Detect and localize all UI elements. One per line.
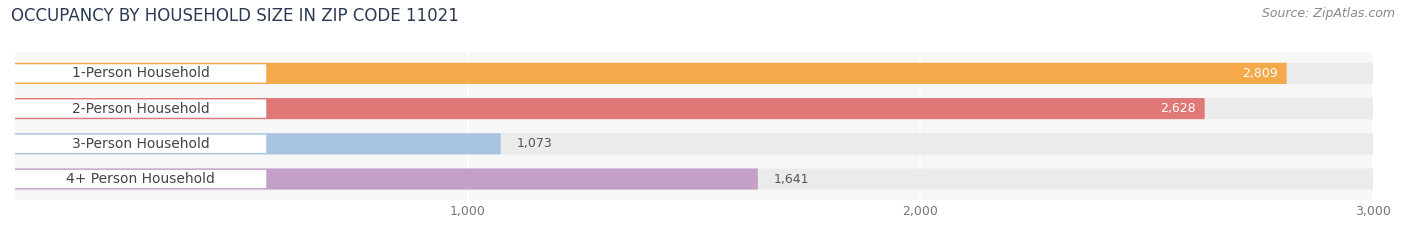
- FancyBboxPatch shape: [15, 168, 758, 190]
- FancyBboxPatch shape: [15, 63, 1286, 84]
- FancyBboxPatch shape: [15, 98, 1374, 119]
- Text: 2,809: 2,809: [1241, 67, 1278, 80]
- Text: 1-Person Household: 1-Person Household: [72, 66, 209, 80]
- Text: 4+ Person Household: 4+ Person Household: [66, 172, 215, 186]
- FancyBboxPatch shape: [15, 133, 1374, 154]
- Text: 2-Person Household: 2-Person Household: [72, 102, 209, 116]
- FancyBboxPatch shape: [15, 133, 501, 154]
- Text: 2,628: 2,628: [1160, 102, 1195, 115]
- Text: Source: ZipAtlas.com: Source: ZipAtlas.com: [1261, 7, 1395, 20]
- FancyBboxPatch shape: [15, 63, 1374, 84]
- FancyBboxPatch shape: [15, 168, 1374, 190]
- FancyBboxPatch shape: [15, 64, 266, 82]
- Text: OCCUPANCY BY HOUSEHOLD SIZE IN ZIP CODE 11021: OCCUPANCY BY HOUSEHOLD SIZE IN ZIP CODE …: [11, 7, 460, 25]
- Text: 1,073: 1,073: [516, 137, 553, 150]
- FancyBboxPatch shape: [15, 99, 266, 118]
- FancyBboxPatch shape: [15, 170, 266, 188]
- FancyBboxPatch shape: [15, 135, 266, 153]
- Text: 1,641: 1,641: [773, 172, 810, 185]
- FancyBboxPatch shape: [15, 98, 1205, 119]
- Text: 3-Person Household: 3-Person Household: [72, 137, 209, 151]
